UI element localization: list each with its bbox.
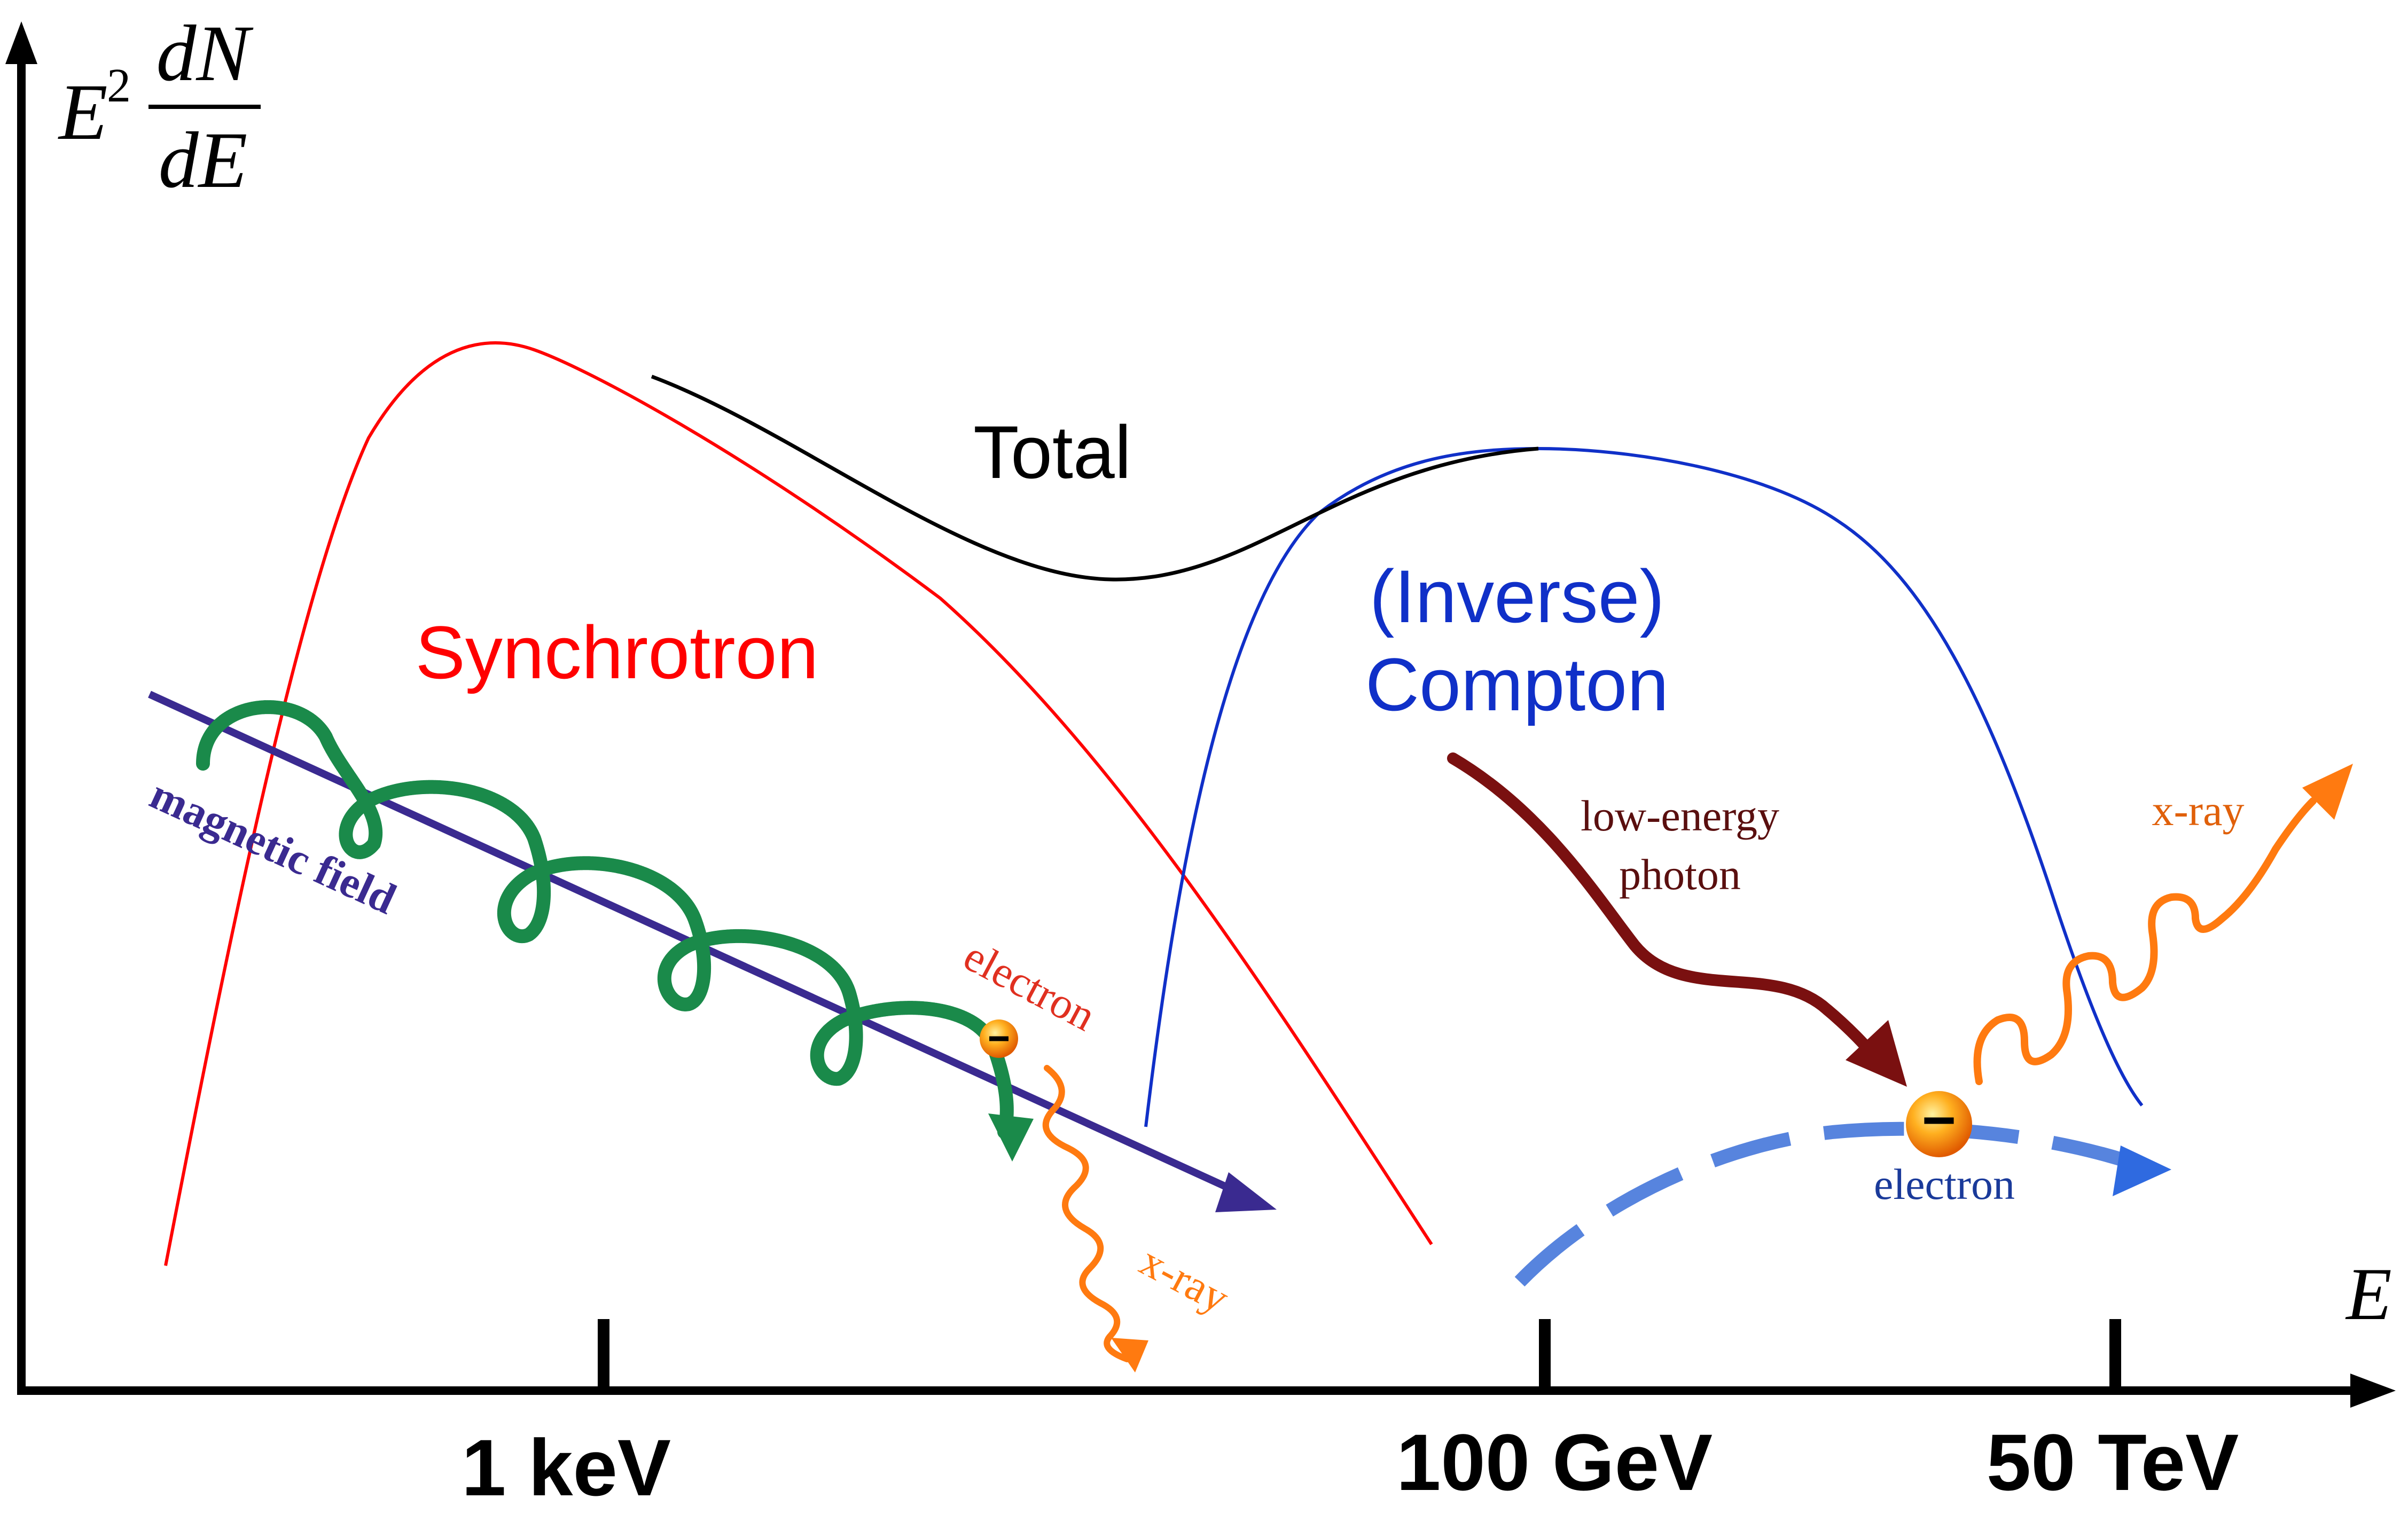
y-axis-label: E 2 dN dE	[58, 9, 261, 205]
y-label-E: E	[58, 68, 108, 156]
electron-spiral	[196, 700, 1014, 1139]
electron-ball-icon-compton	[1906, 1091, 1972, 1157]
electron-label-compton: electron	[1874, 1160, 2015, 1209]
x-axis-arrow-icon	[2350, 1374, 2396, 1408]
x-axis-label: E	[2345, 1253, 2392, 1336]
compton-label-line1: (Inverse)	[1370, 554, 1664, 638]
compton-curve	[1144, 446, 2144, 1127]
compton-inset: low-energy photon − electron x-ray	[1447, 752, 2353, 1287]
xray-label-sync: x-ray	[1132, 1236, 1237, 1323]
tick-label-50tev: 50 TeV	[1987, 1417, 2239, 1507]
axes: 1 keV 100 GeV 50 TeV E E 2 dN dE	[5, 9, 2396, 1512]
xray-wave-compton	[1973, 797, 2317, 1085]
xray-arrow-icon-compton	[2302, 764, 2353, 820]
y-label-exponent: 2	[107, 59, 131, 112]
photon-label-line2: photon	[1619, 850, 1741, 899]
photon-arrow-icon	[1846, 1020, 1907, 1087]
magnetic-field-arrow-icon	[1215, 1172, 1277, 1212]
electron-path-compton	[1514, 1121, 2139, 1287]
electron-minus-compton: −	[1922, 1087, 1956, 1153]
total-curve	[651, 374, 1539, 582]
y-label-denominator: dE	[159, 116, 248, 205]
synchrotron-label: Synchrotron	[416, 610, 819, 694]
photon-label-line1: low-energy	[1581, 791, 1779, 840]
photon-path	[1447, 752, 1891, 1074]
tick-label-100gev: 100 GeV	[1396, 1417, 1713, 1507]
xray-label-compton: x-ray	[2152, 786, 2244, 835]
xray-arrow-icon-sync	[1111, 1338, 1148, 1372]
y-axis-arrow-icon	[5, 21, 37, 64]
spiral-arrow-icon	[988, 1113, 1034, 1162]
synchrotron-inset: magnetic field electron x-ray	[143, 691, 1277, 1372]
total-label: Total	[973, 410, 1131, 494]
compton-label-line2: Compton	[1365, 642, 1669, 726]
tick-label-1kev: 1 keV	[462, 1423, 671, 1512]
electron-path-arrow-icon	[2113, 1146, 2171, 1196]
xray-wave-sync	[1042, 1065, 1130, 1362]
y-label-numerator: dN	[156, 9, 253, 98]
